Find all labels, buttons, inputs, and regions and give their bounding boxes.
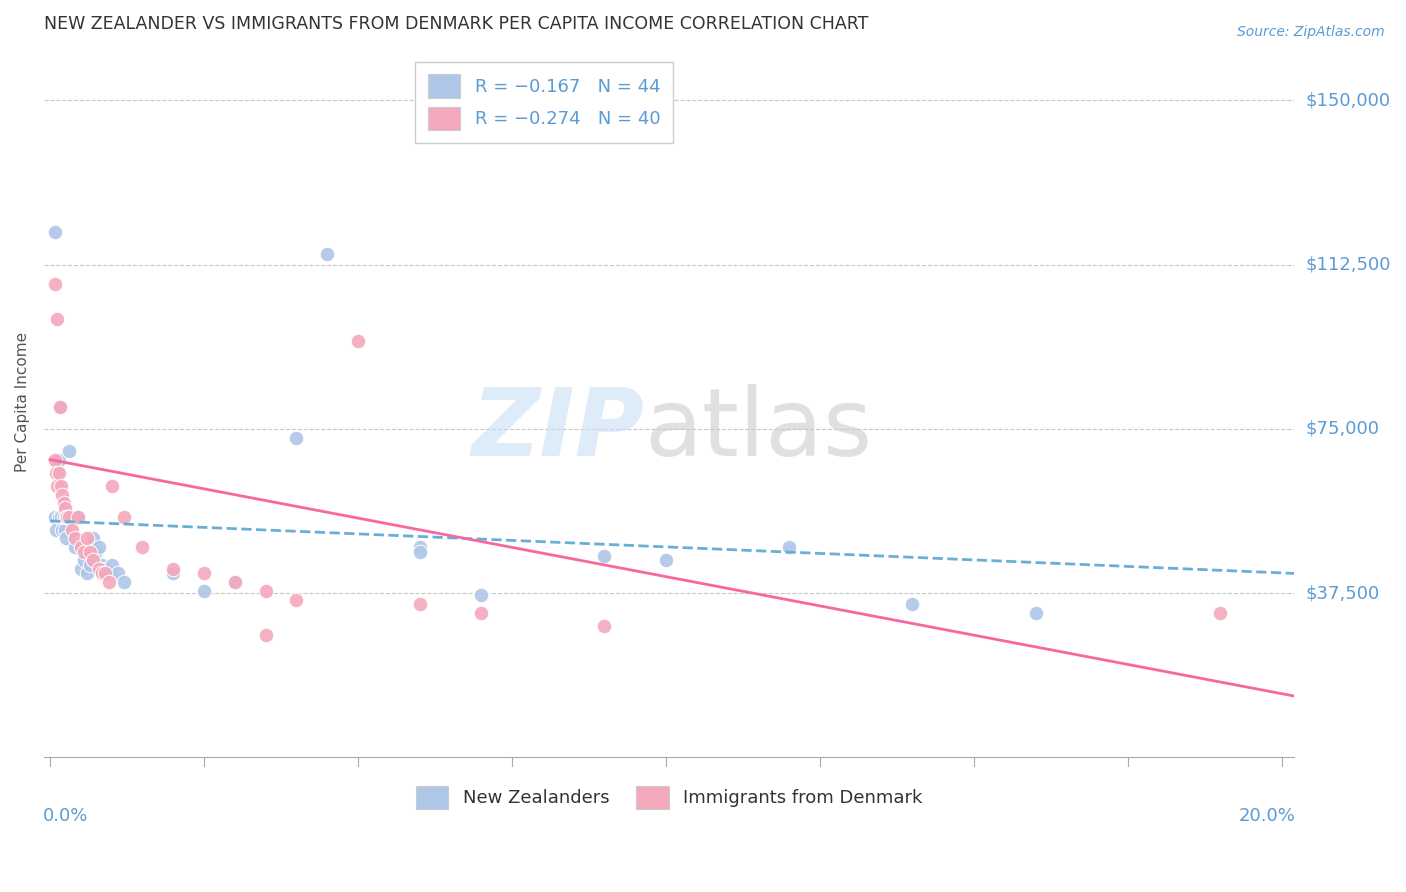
Point <box>48 452 70 467</box>
Point <box>44 509 66 524</box>
Point <box>76 532 98 546</box>
Point <box>593 619 616 633</box>
Point <box>52 496 75 510</box>
Point <box>1025 606 1047 620</box>
Point <box>408 544 430 558</box>
Text: Source: ZipAtlas.com: Source: ZipAtlas.com <box>1237 25 1385 39</box>
Point <box>73 553 96 567</box>
Point <box>193 584 215 599</box>
Point <box>58 443 80 458</box>
Point <box>91 558 114 572</box>
Point <box>49 400 72 414</box>
Point <box>107 566 129 581</box>
Point <box>254 628 277 642</box>
Point <box>89 562 111 576</box>
Text: ZIP: ZIP <box>471 384 644 476</box>
Text: $112,500: $112,500 <box>1306 256 1391 274</box>
Point <box>470 588 492 602</box>
Point <box>44 225 66 239</box>
Point <box>53 523 76 537</box>
Point <box>97 575 120 590</box>
Text: NEW ZEALANDER VS IMMIGRANTS FROM DENMARK PER CAPITA INCOME CORRELATION CHART: NEW ZEALANDER VS IMMIGRANTS FROM DENMARK… <box>44 15 869 33</box>
Y-axis label: Per Capita Income: Per Capita Income <box>15 332 30 472</box>
Point <box>655 553 678 567</box>
Point <box>45 523 67 537</box>
Point <box>91 566 114 581</box>
Point <box>193 566 215 581</box>
Point <box>347 334 370 349</box>
Point <box>46 312 69 326</box>
Point <box>58 509 80 524</box>
Point <box>60 509 83 524</box>
Point <box>60 523 83 537</box>
Point <box>58 509 80 524</box>
Point <box>63 540 86 554</box>
Point <box>44 452 66 467</box>
Point <box>55 532 77 546</box>
Point <box>48 466 70 480</box>
Point <box>46 479 69 493</box>
Point <box>285 592 308 607</box>
Point <box>97 566 120 581</box>
Point <box>66 509 89 524</box>
Point <box>79 558 101 572</box>
Text: atlas: atlas <box>644 384 872 476</box>
Point <box>63 532 86 546</box>
Point <box>408 540 430 554</box>
Point <box>49 509 72 524</box>
Point <box>224 575 246 590</box>
Point <box>55 509 77 524</box>
Point <box>593 549 616 563</box>
Point <box>49 400 72 414</box>
Point <box>94 566 117 581</box>
Point <box>73 544 96 558</box>
Point <box>254 584 277 599</box>
Point <box>44 277 66 292</box>
Point <box>89 540 111 554</box>
Text: $150,000: $150,000 <box>1306 91 1391 110</box>
Point <box>470 606 492 620</box>
Point <box>1209 606 1232 620</box>
Point <box>45 466 67 480</box>
Point <box>70 540 93 554</box>
Point <box>66 509 89 524</box>
Point <box>112 509 135 524</box>
Point <box>84 544 107 558</box>
Point <box>79 544 101 558</box>
Point <box>224 575 246 590</box>
Text: 20.0%: 20.0% <box>1239 807 1296 825</box>
Point <box>49 479 72 493</box>
Point <box>285 431 308 445</box>
Point <box>112 575 135 590</box>
Point <box>82 553 104 567</box>
Text: $75,000: $75,000 <box>1306 420 1379 438</box>
Point <box>100 558 122 572</box>
Point <box>52 509 75 524</box>
Point <box>162 566 184 581</box>
Text: $37,500: $37,500 <box>1306 584 1379 602</box>
Point <box>131 540 153 554</box>
Text: 0.0%: 0.0% <box>42 807 89 825</box>
Point <box>51 523 73 537</box>
Point <box>100 479 122 493</box>
Point <box>408 597 430 611</box>
Legend: New Zealanders, Immigrants from Denmark: New Zealanders, Immigrants from Denmark <box>405 774 934 820</box>
Point <box>53 500 76 515</box>
Point <box>56 509 79 524</box>
Point <box>901 597 924 611</box>
Point <box>76 566 98 581</box>
Point <box>162 562 184 576</box>
Point <box>778 540 800 554</box>
Point <box>46 452 69 467</box>
Point <box>48 509 70 524</box>
Point <box>70 562 93 576</box>
Point <box>56 509 79 524</box>
Point <box>82 532 104 546</box>
Point <box>51 487 73 501</box>
Point <box>94 562 117 576</box>
Point <box>316 246 339 260</box>
